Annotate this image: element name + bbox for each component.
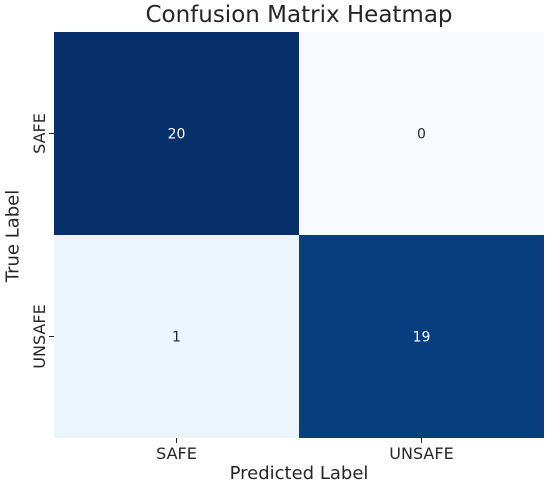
x-tick-label: UNSAFE xyxy=(389,444,453,463)
cell-value-label: 19 xyxy=(413,330,431,346)
x-tick-label: SAFE xyxy=(156,444,197,463)
heatmap-cell-0-0 xyxy=(54,32,299,235)
y-tick-label: SAFE xyxy=(30,113,49,154)
y-tick-label: UNSAFE xyxy=(30,304,49,368)
heatmap-cell-1-0 xyxy=(54,235,299,438)
cell-value-label: 1 xyxy=(172,330,181,346)
heatmap-cell-0-1 xyxy=(299,32,544,235)
chart-title: Confusion Matrix Heatmap xyxy=(145,2,453,28)
cell-value-label: 20 xyxy=(168,127,186,143)
heatmap-cell-1-1 xyxy=(299,235,544,438)
x-axis-label: Predicted Label xyxy=(229,463,369,484)
cell-value-label: 0 xyxy=(417,127,426,143)
